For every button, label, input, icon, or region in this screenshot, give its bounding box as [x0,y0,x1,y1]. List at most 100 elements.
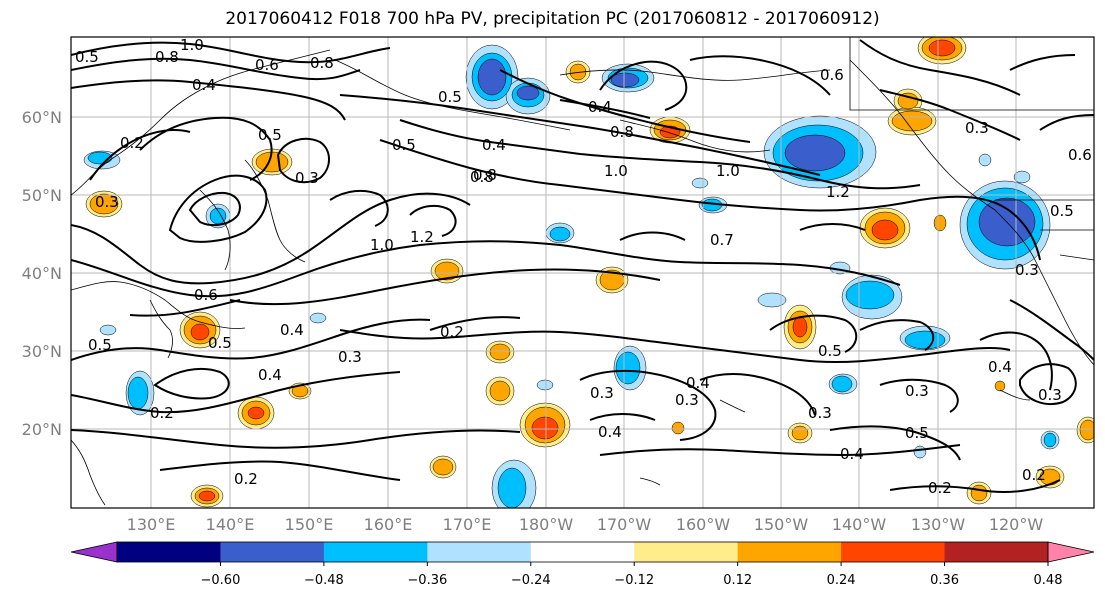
colorbar-tick-label: −0.36 [407,573,447,588]
contour-label: 0.3 [590,384,614,402]
pv-contours [71,39,1094,493]
contour-label: 0.3 [1038,386,1062,404]
contour-label: 0.7 [710,231,734,249]
contour-label: 0.3 [905,382,929,400]
colorbar-outline [116,541,1049,563]
precip-anomaly-patch [933,214,947,232]
colorbar-segments [117,542,1049,562]
colorbar: −0.60 −0.48 −0.36 −0.24 −0.12 0.12 0.24 0.36 0.4… [70,541,1095,588]
coastlines [71,37,1094,506]
precip-anomaly-patch [691,177,709,189]
lon-label: 170°W [597,515,652,534]
precip-anomaly-patch [831,375,853,393]
precip-anomaly-patch [904,330,946,350]
colorbar-segment [427,542,532,562]
precip-anomaly-patch [549,226,571,242]
contour-label: 0.6 [194,286,218,304]
lon-label: 170°E [443,515,492,534]
contour-label: 0.4 [192,76,216,94]
lat-label: 40°N [22,264,62,283]
contour-label: 0.4 [280,321,304,339]
precip-anomaly-patch [1043,432,1057,448]
colorbar-tick-label: 0.48 [1034,573,1063,588]
contour-label: 0.5 [438,88,462,106]
precip-anomaly-patch [569,63,587,81]
precip-anomaly-patch [1013,170,1031,184]
precip-anomaly-patch [309,312,327,324]
contour-labels: 1.0 0.8 0.6 0.8 0.4 0.5 0.5 0.6 0.4 0.8 … [75,36,1092,497]
colorbar-segment [841,542,946,562]
precip-anomaly-patch [792,316,808,338]
colorbar-ticks: −0.60 −0.48 −0.36 −0.24 −0.12 0.12 0.24 0.36 0.4… [201,562,1063,588]
contour-label: 0.3 [295,169,319,187]
contour-label: 0.2 [440,323,464,341]
contour-label: 0.5 [88,336,112,354]
colorbar-segment [323,542,428,562]
contour-label: 0.3 [95,193,119,211]
precip-anomaly-patch [497,467,527,508]
precip-anomaly-patch [489,380,511,402]
precip-anomaly-patch [489,343,511,361]
contour-label: 0.8 [310,54,334,72]
precip-anomaly-patch [913,445,927,459]
precip-anomaly-patch [516,85,540,101]
precip-anomaly-patch [610,72,640,88]
contour-label: 0.8 [470,168,494,186]
colorbar-segment [530,542,635,562]
precip-anomaly-patch [791,425,809,441]
precip-anomaly-patch [89,193,119,215]
contour-label: 0.5 [818,342,842,360]
contour-label: 0.2 [120,134,144,152]
contour-label: 0.4 [258,366,282,384]
colorbar-tick-label: −0.48 [304,573,344,588]
contour-label: 0.5 [75,48,99,66]
contour-label: 0.8 [473,166,497,184]
colorbar-tick-label: 0.36 [930,573,959,588]
contour-label: 0.4 [598,423,622,441]
contour-label: 1.0 [716,162,740,180]
precip-anomaly-patch [477,58,507,96]
contour-label: 0.3 [675,391,699,409]
colorbar-extend-low [70,541,118,563]
contour-label: 0.4 [588,98,612,116]
colorbar-extend-high [1047,541,1095,563]
lon-label: 160°W [676,515,731,534]
map-frame [70,36,1095,509]
precip-anomaly-patch [891,110,933,132]
lon-label: 150°W [754,515,809,534]
colorbar-segment [117,542,221,562]
contour-label: 1.2 [410,228,434,246]
contour-label: 0.5 [208,334,232,352]
chart-title: 2017060412 F018 700 hPa PV, precipitatio… [225,9,880,29]
contour-label: 0.2 [1022,466,1046,484]
lat-label: 50°N [22,186,62,205]
map-gridlines [71,37,1094,508]
precip-anomaly-patch [970,484,988,502]
precip-anomaly-patch [615,351,641,385]
contour-label: 0.2 [928,479,952,497]
precip-anomaly-patch [671,421,685,435]
contour-label: 1.0 [180,36,204,54]
precipitation-anomaly-shading [83,37,1094,508]
contour-label: 0.5 [905,424,929,442]
contour-label: 0.5 [1050,202,1074,220]
precip-anomaly-patch [247,406,265,420]
lon-label: 150°E [285,515,334,534]
contour-label: 0.4 [482,136,506,154]
contour-label: 0.6 [1068,146,1092,164]
contour-label: 0.8 [610,123,634,141]
precip-anomaly-patch [757,292,787,308]
contour-label: 1.0 [370,236,394,254]
precip-anomaly-patch [531,416,559,440]
contour-label: 1.0 [604,162,628,180]
latitude-axis: 60°N 50°N 40°N 30°N 20°N [22,108,62,439]
colorbar-tick-label: 0.24 [827,573,856,588]
precip-anomaly-patch [994,380,1006,392]
contour-label: 0.8 [155,48,179,66]
precip-anomaly-patch [434,261,460,281]
colorbar-tick-label: 0.12 [723,573,752,588]
contour-label: 0.4 [686,374,710,392]
precip-anomaly-patch [127,376,149,410]
lon-label: 130°W [911,515,966,534]
